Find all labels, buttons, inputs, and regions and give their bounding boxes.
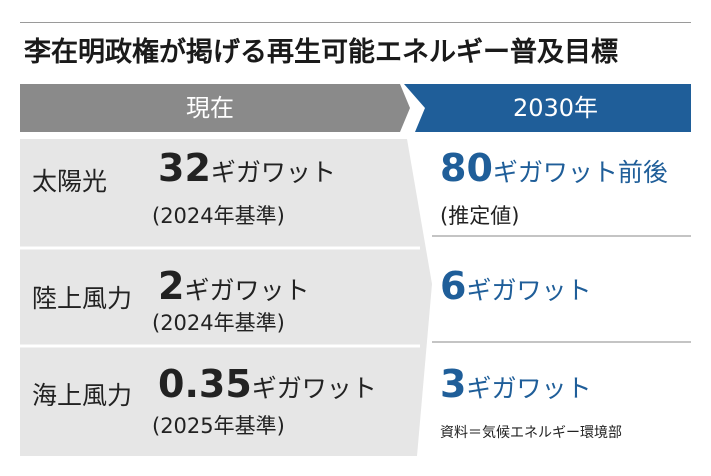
target-value: 6ギガワット: [440, 264, 591, 308]
target-value: 3ギガワット: [440, 362, 591, 406]
current-unit: ギガワット: [251, 374, 377, 403]
current-number: 2: [158, 264, 185, 308]
table-background: [20, 84, 691, 456]
target-header-bg: [404, 84, 691, 132]
current-body-bg: [20, 139, 432, 456]
region-label: 海上風力: [32, 381, 133, 410]
current-basis: (2024年基準): [152, 311, 285, 335]
current-header-bg: [20, 84, 410, 132]
target-header: 2030年: [512, 94, 599, 122]
page-title: 李在明政権が掲げる再生可能エネルギー普及目標: [24, 37, 618, 68]
target-unit: ギガワット前後: [492, 158, 668, 187]
target-value: 80ギガワット前後: [440, 146, 668, 190]
current-value: 2ギガワット: [158, 264, 309, 308]
current-number: 0.35: [158, 362, 252, 406]
current-value: 32ギガワット: [158, 146, 336, 190]
target-note: (推定値): [440, 204, 520, 228]
current-unit: ギガワット: [210, 158, 336, 187]
target-number: 6: [440, 264, 467, 308]
current-unit: ギガワット: [184, 276, 310, 305]
top-rule: [20, 22, 691, 23]
current-basis: (2025年基準): [152, 414, 285, 438]
current-value: 0.35ギガワット: [158, 362, 377, 406]
current-header: 現在: [186, 94, 234, 122]
target-number: 3: [440, 362, 467, 406]
current-basis: (2024年基準): [152, 204, 285, 228]
current-number: 32: [158, 146, 211, 190]
target-unit: ギガワット: [466, 374, 592, 403]
region-label: 太陽光: [32, 167, 108, 196]
target-unit: ギガワット: [466, 276, 592, 305]
source-note: 資料＝気候エネルギー環境部: [440, 425, 622, 441]
target-number: 80: [440, 146, 493, 190]
comparison-table: 現在 2030年 太陽光 32ギガワット (2024年基準) 80ギガワット前後…: [20, 84, 691, 456]
region-label: 陸上風力: [32, 284, 133, 313]
